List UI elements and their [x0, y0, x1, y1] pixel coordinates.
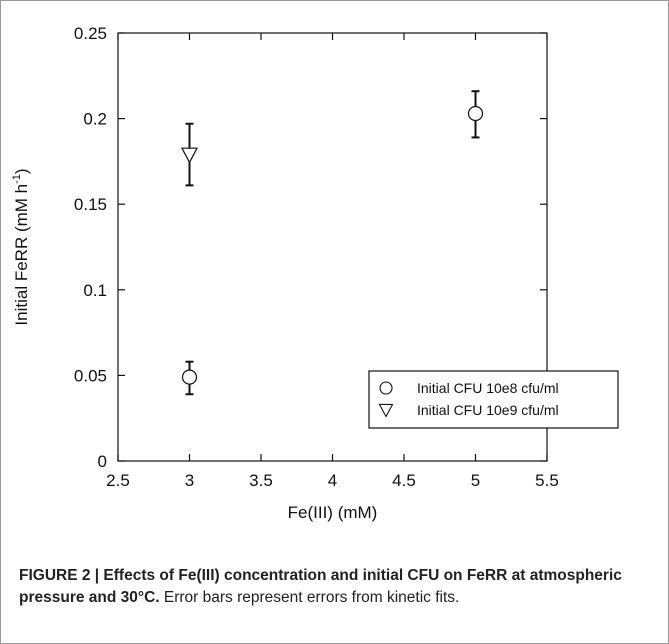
- legend-label: Initial CFU 10e8 cfu/ml: [417, 380, 559, 396]
- x-tick-label: 3: [185, 471, 194, 490]
- chart: 2.5 3 3.5 4 4.5 5 5.5 0 0.05 0.1 0.15 0.2 0.25 Fe(III…: [11, 24, 619, 522]
- x-axis-label: Fe(III) (mM): [288, 503, 378, 522]
- y-tick-label: 0.15: [74, 195, 107, 214]
- legend-label: Initial CFU 10e9 cfu/ml: [417, 402, 559, 418]
- y-tick-label: 0.2: [83, 110, 107, 129]
- data-point: [181, 369, 198, 385]
- legend-marker: [379, 381, 393, 395]
- x-tick-label: 5.5: [535, 471, 559, 490]
- legend-box: [368, 370, 619, 429]
- x-tick-label: 2.5: [106, 471, 130, 490]
- y-axis-label: Initial FeRR (mM h-1): [11, 168, 31, 325]
- x-tick-label: 4: [328, 471, 337, 490]
- x-tick-label: 5: [471, 471, 480, 490]
- data-point: [181, 147, 198, 164]
- data-point: [467, 105, 484, 122]
- legend-marker: [378, 403, 394, 418]
- figure-caption: FIGURE 2 | Effects of Fe(III) concentrat…: [19, 565, 651, 609]
- y-tick-label: 0: [98, 452, 107, 471]
- y-tick-label: 0.25: [74, 24, 107, 43]
- y-tick-label: 0.05: [74, 366, 107, 385]
- caption-body: Error bars represent errors from kinetic…: [159, 589, 460, 606]
- x-tick-label: 4.5: [392, 471, 416, 490]
- caption-title: FIGURE 2 | Effects of Fe(III) concentrat…: [19, 567, 622, 606]
- y-tick-label: 0.1: [83, 281, 107, 300]
- x-tick-label: 3.5: [249, 471, 273, 490]
